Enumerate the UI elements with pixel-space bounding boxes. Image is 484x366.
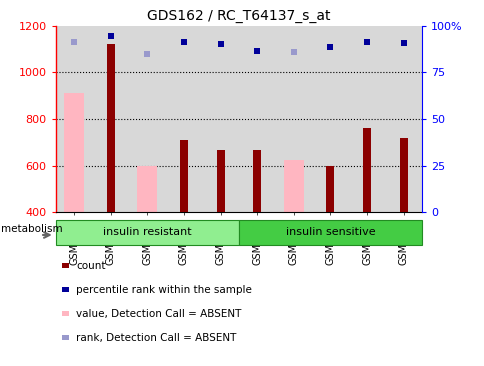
Bar xyxy=(348,26,384,212)
Bar xyxy=(56,220,239,245)
Bar xyxy=(137,165,157,212)
Bar xyxy=(62,336,69,340)
Bar xyxy=(239,220,421,245)
Bar xyxy=(166,26,202,212)
Bar xyxy=(62,287,69,292)
Text: insulin sensitive: insulin sensitive xyxy=(285,227,375,238)
Bar xyxy=(180,140,188,212)
Bar xyxy=(106,44,115,212)
Bar xyxy=(384,26,421,212)
Text: count: count xyxy=(76,261,105,271)
Bar xyxy=(62,311,69,316)
Bar xyxy=(283,160,303,212)
Text: percentile rank within the sample: percentile rank within the sample xyxy=(76,285,251,295)
Text: rank, Detection Call = ABSENT: rank, Detection Call = ABSENT xyxy=(76,333,236,343)
Bar xyxy=(92,26,129,212)
Bar xyxy=(399,138,407,212)
Bar xyxy=(238,26,275,212)
Bar xyxy=(326,165,334,212)
Bar xyxy=(253,150,261,212)
Bar xyxy=(216,150,224,212)
Title: GDS162 / RC_T64137_s_at: GDS162 / RC_T64137_s_at xyxy=(147,9,330,23)
Bar xyxy=(275,26,312,212)
Text: value, Detection Call = ABSENT: value, Detection Call = ABSENT xyxy=(76,309,241,319)
Bar xyxy=(312,26,348,212)
Bar xyxy=(202,26,238,212)
Bar xyxy=(62,263,69,268)
Bar xyxy=(56,26,92,212)
Bar xyxy=(362,128,370,212)
Text: metabolism: metabolism xyxy=(1,224,62,234)
Bar xyxy=(64,93,84,212)
Bar xyxy=(129,26,166,212)
Text: insulin resistant: insulin resistant xyxy=(103,227,191,238)
